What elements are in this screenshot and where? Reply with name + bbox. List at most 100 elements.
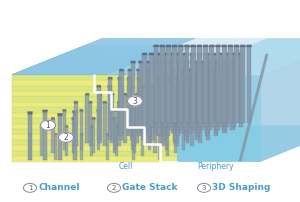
Polygon shape [234,47,239,123]
Polygon shape [204,77,209,79]
Polygon shape [169,61,174,63]
Polygon shape [146,103,150,146]
Polygon shape [199,61,205,63]
Polygon shape [190,103,194,146]
Polygon shape [161,63,166,130]
Polygon shape [179,69,184,71]
Polygon shape [162,87,166,140]
Polygon shape [223,63,227,130]
Polygon shape [12,60,195,75]
Polygon shape [131,63,135,130]
Polygon shape [165,77,171,79]
Polygon shape [12,97,177,102]
Text: Channel: Channel [38,183,80,192]
Polygon shape [140,127,144,156]
Circle shape [40,120,56,130]
Polygon shape [131,112,134,150]
Polygon shape [113,109,118,112]
Polygon shape [205,69,210,71]
Polygon shape [160,95,164,143]
Polygon shape [214,79,218,136]
Polygon shape [153,119,157,153]
Polygon shape [181,109,186,112]
Polygon shape [170,55,174,126]
Polygon shape [135,93,140,95]
Polygon shape [40,127,43,156]
Polygon shape [54,133,58,136]
Polygon shape [12,86,177,91]
Polygon shape [145,71,149,133]
Polygon shape [198,95,202,143]
Polygon shape [107,77,113,79]
Polygon shape [222,61,228,63]
Polygon shape [12,53,195,75]
Polygon shape [12,140,177,145]
Polygon shape [40,125,44,127]
Polygon shape [173,85,178,87]
Polygon shape [215,45,221,47]
Polygon shape [184,63,189,130]
Text: 3: 3 [133,97,137,105]
Polygon shape [184,85,189,87]
Polygon shape [148,53,154,55]
Polygon shape [12,145,177,151]
Polygon shape [209,45,215,47]
Polygon shape [79,109,84,112]
Polygon shape [27,111,33,114]
Polygon shape [128,69,133,71]
Polygon shape [12,107,177,113]
Polygon shape [90,127,93,156]
Polygon shape [80,136,83,160]
Polygon shape [240,45,246,47]
Polygon shape [142,55,147,126]
Polygon shape [131,133,135,136]
Polygon shape [132,117,137,119]
Polygon shape [176,53,182,55]
Polygon shape [195,79,199,136]
Polygon shape [213,69,219,71]
Polygon shape [12,124,177,129]
Polygon shape [73,114,77,160]
Text: Cell: Cell [119,162,133,171]
Polygon shape [12,38,102,162]
Polygon shape [118,79,122,136]
Polygon shape [132,136,135,160]
Polygon shape [132,103,136,146]
Polygon shape [204,55,209,126]
Polygon shape [169,53,175,55]
Polygon shape [153,45,159,47]
Polygon shape [178,45,184,47]
Polygon shape [92,119,95,153]
Polygon shape [117,101,122,103]
Circle shape [58,132,74,142]
Polygon shape [110,95,114,143]
Polygon shape [173,95,177,143]
Polygon shape [107,85,112,87]
Polygon shape [211,55,216,126]
Polygon shape [12,125,300,162]
Polygon shape [118,87,123,140]
Polygon shape [51,119,55,153]
Text: 2: 2 [64,133,68,142]
Polygon shape [214,71,218,133]
Polygon shape [152,87,155,140]
Polygon shape [148,112,151,150]
Polygon shape [12,118,177,124]
Polygon shape [155,53,161,55]
Polygon shape [183,53,189,55]
Polygon shape [184,61,190,63]
Polygon shape [207,63,212,130]
Polygon shape [188,69,193,71]
Polygon shape [12,113,177,118]
Polygon shape [230,63,235,130]
Polygon shape [232,55,236,126]
Polygon shape [43,113,47,160]
Polygon shape [88,101,93,103]
Polygon shape [231,53,237,55]
Polygon shape [28,136,32,160]
Polygon shape [173,117,178,119]
Polygon shape [214,77,219,79]
Polygon shape [164,109,169,112]
Polygon shape [185,95,189,143]
Text: 3: 3 [202,185,206,191]
